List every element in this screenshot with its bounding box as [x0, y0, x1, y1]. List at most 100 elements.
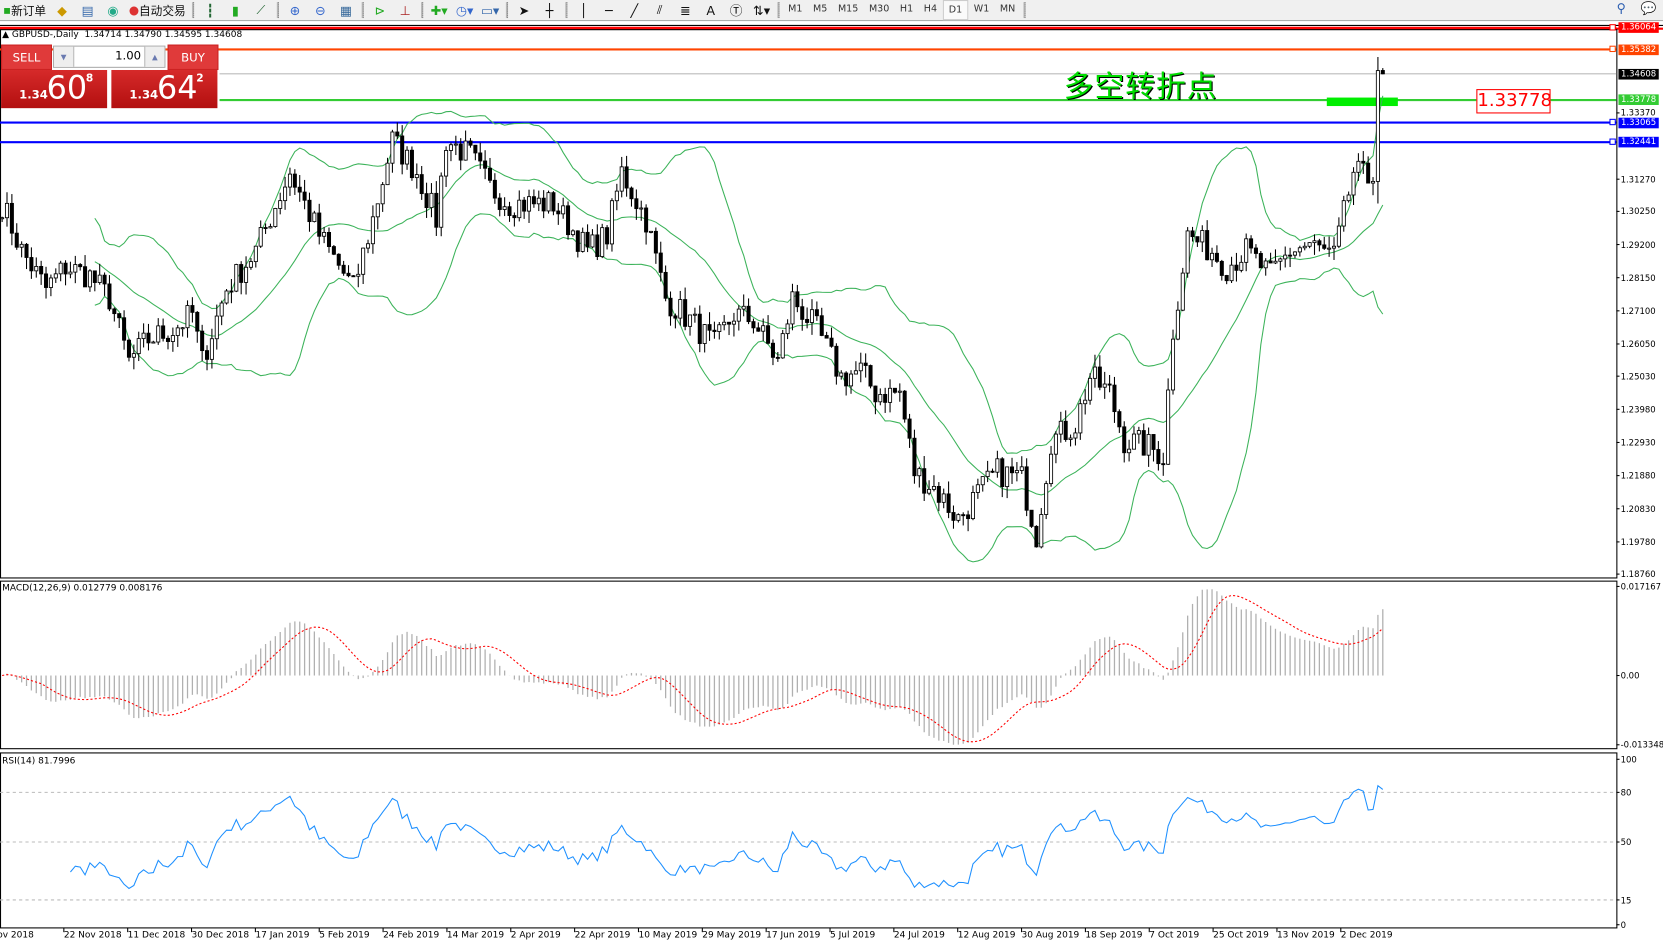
buy-button[interactable]: BUY	[167, 44, 219, 70]
candle	[356, 263, 361, 288]
candle-body	[29, 257, 34, 272]
candle	[922, 456, 927, 501]
sell-button[interactable]: SELL	[1, 44, 52, 70]
candlestick-icon[interactable]: ▮	[232, 2, 240, 18]
timeframe-m5[interactable]: M5	[813, 3, 828, 15]
fibonacci-icon[interactable]: ≣	[679, 2, 691, 18]
lot-decrease-icon[interactable]: ▼	[54, 46, 75, 67]
indicators-icon[interactable]: ✚▾	[430, 2, 448, 18]
candle	[263, 223, 268, 234]
date-label: 2 Dec 2019	[1340, 930, 1393, 941]
candle	[224, 289, 229, 305]
chat-icon[interactable]: 💬	[1640, 1, 1657, 16]
arrows-icon[interactable]: ⇅▾	[753, 2, 771, 18]
annotation-text[interactable]: 多空转折点	[1063, 68, 1218, 104]
lot-size-value[interactable]: 1.00	[115, 48, 142, 63]
auto-trading-button[interactable]: ● 自动交易	[128, 3, 186, 18]
candle	[122, 310, 127, 350]
search-icon[interactable]: ⚲	[1616, 1, 1626, 16]
bar-chart-icon[interactable]: ┇	[206, 2, 214, 18]
date-label: 29 May 2019	[702, 930, 762, 941]
candle-body	[819, 315, 824, 336]
candle-body	[966, 514, 971, 520]
candle	[287, 167, 292, 196]
candle	[39, 260, 44, 285]
horizontal-line-icon[interactable]: ─	[605, 2, 613, 18]
buy-price[interactable]: 1.34 64 2	[111, 69, 218, 109]
timeframe-h1[interactable]: H1	[899, 3, 914, 15]
crosshair-icon[interactable]: ┼	[545, 2, 554, 18]
candle	[283, 176, 288, 210]
lot-size-stepper[interactable]: ▼ 1.00 ▲	[53, 45, 166, 68]
candle	[785, 319, 790, 340]
timeframe-m30[interactable]: M30	[868, 3, 890, 15]
candle	[678, 290, 683, 326]
candle	[892, 387, 897, 394]
candle-body	[395, 131, 400, 137]
candle	[975, 478, 980, 499]
candle	[1073, 427, 1078, 446]
text-label-icon[interactable]: Ⓣ	[729, 3, 743, 19]
candle	[497, 193, 502, 217]
candle	[1190, 226, 1195, 242]
candle	[970, 485, 976, 521]
candle	[1200, 225, 1205, 253]
timeframe-w1[interactable]: W1	[973, 3, 990, 15]
candle	[92, 270, 97, 292]
candle-body	[68, 271, 73, 275]
candle	[483, 150, 488, 180]
periods-icon[interactable]: ◷▾	[455, 2, 474, 18]
sell-price[interactable]: 1.34 60 8	[1, 69, 108, 109]
trendline-icon[interactable]: ╱	[630, 2, 639, 18]
candle	[829, 327, 834, 348]
candle	[1180, 267, 1185, 312]
candle-body	[575, 230, 580, 252]
candle-body	[1244, 238, 1249, 263]
text-icon[interactable]: A	[706, 2, 716, 18]
macd-pane	[0, 580, 1618, 750]
autoscroll-icon[interactable]: ⊳	[374, 2, 386, 18]
candle	[195, 311, 200, 343]
price-label-1.33065: 1.33065	[1618, 117, 1659, 128]
candle-body	[531, 196, 536, 205]
navigator-icon[interactable]: ◉	[107, 2, 119, 18]
candle	[1039, 508, 1044, 549]
candle-body	[375, 203, 380, 218]
candle-body	[34, 265, 39, 272]
zoom-in-icon[interactable]: ⊕	[289, 2, 301, 18]
candle-body	[1073, 432, 1078, 439]
zoom-out-icon[interactable]: ⊖	[315, 2, 326, 18]
equidistant-channel-icon[interactable]: ⫽	[656, 2, 663, 17]
chart-shift-icon[interactable]: ⊥	[399, 2, 411, 18]
new-order-button[interactable]: ▪ 新订单	[3, 3, 47, 18]
candle-body	[907, 418, 912, 439]
line-handle	[1609, 24, 1616, 31]
market-watch-icon[interactable]: ◆	[57, 2, 67, 18]
candle-body	[1131, 433, 1136, 450]
tile-windows-icon[interactable]: ▦	[339, 2, 352, 18]
vertical-line-icon[interactable]: │	[579, 2, 588, 18]
timeframe-d1[interactable]: D1	[942, 0, 969, 21]
cursor-icon[interactable]: ➤	[518, 2, 530, 18]
timeframe-h4[interactable]: H4	[923, 3, 938, 15]
candle	[770, 339, 775, 366]
data-window-icon[interactable]: ▤	[81, 2, 94, 18]
lot-increase-icon[interactable]: ▲	[144, 46, 165, 67]
candle-body	[122, 317, 127, 341]
candle	[995, 450, 1000, 478]
candle-body	[785, 323, 790, 335]
candle-body	[917, 468, 922, 477]
candle	[312, 210, 317, 223]
chart-background	[0, 21, 1663, 947]
timeframe-m1[interactable]: M1	[788, 3, 803, 15]
candle	[1185, 227, 1190, 278]
level-price-label[interactable]: 1.33778	[1476, 89, 1552, 114]
timeframe-mn[interactable]: MN	[999, 3, 1016, 15]
timeframe-m15[interactable]: M15	[837, 3, 859, 15]
candle-body	[1219, 260, 1224, 276]
templates-icon[interactable]: ▭▾	[480, 2, 500, 18]
line-chart-icon[interactable]: ⟋	[256, 2, 266, 17]
candle	[556, 203, 561, 225]
candle-body	[809, 309, 815, 323]
